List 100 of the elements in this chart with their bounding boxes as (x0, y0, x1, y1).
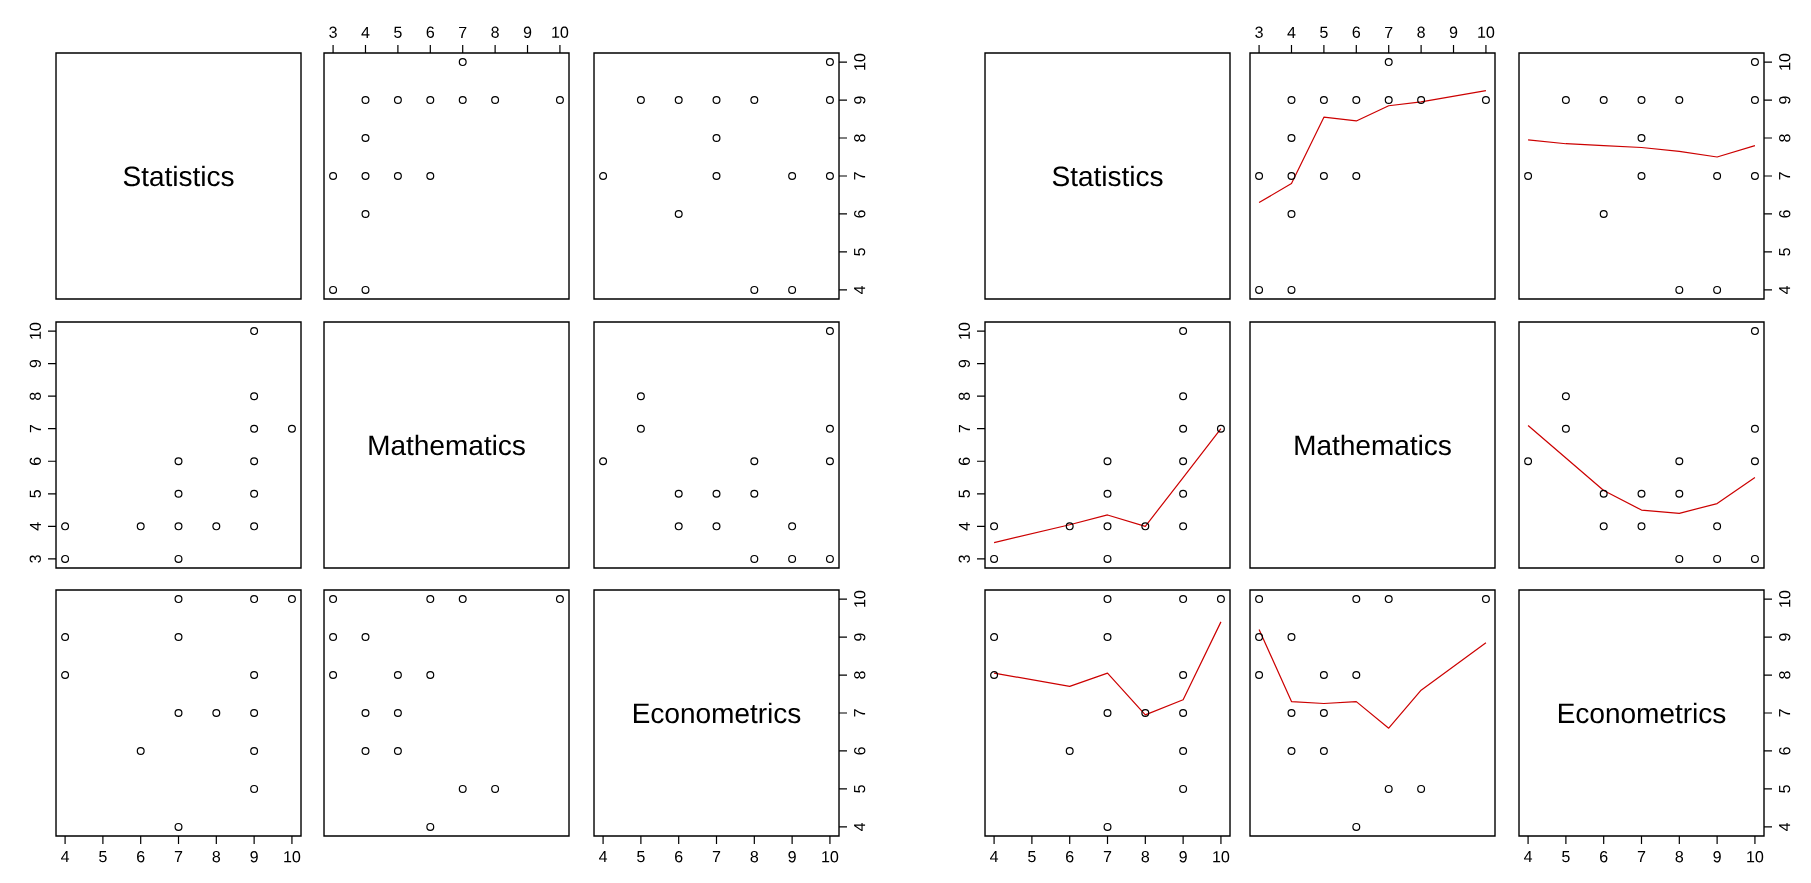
point (1255, 595, 1264, 604)
y-tick-label: 4 (958, 522, 970, 531)
y-tick-label: 8 (29, 392, 41, 400)
point (250, 457, 259, 466)
point (1750, 457, 1759, 466)
point (1675, 285, 1684, 294)
point (1179, 595, 1188, 604)
point (555, 96, 564, 105)
point (250, 327, 259, 336)
x-tick-label: 7 (712, 851, 721, 863)
point (1179, 424, 1188, 433)
point (750, 96, 759, 105)
point (1179, 327, 1188, 336)
point (1255, 671, 1264, 680)
point (458, 595, 467, 604)
x-tick-label: 6 (1066, 851, 1074, 863)
x-tick-label: 6 (675, 851, 683, 863)
point (636, 96, 645, 105)
point (361, 209, 370, 218)
point (712, 171, 721, 180)
x-tick-label: 10 (822, 851, 839, 863)
point (1599, 522, 1608, 531)
point (491, 96, 500, 105)
y-tick-label: 9 (1779, 633, 1791, 641)
y-tick-label: 9 (958, 359, 970, 368)
x-tick-label: 5 (637, 851, 645, 863)
y-tick-label: 3 (958, 555, 970, 563)
point (825, 424, 834, 433)
point (1319, 708, 1328, 717)
y-tick-label: 10 (1779, 590, 1791, 607)
point (136, 522, 145, 531)
point (674, 96, 683, 105)
point (1352, 671, 1361, 680)
point (1179, 489, 1188, 498)
point (250, 784, 259, 793)
text: Statistics (123, 165, 234, 187)
y-tick-label: 5 (854, 785, 866, 793)
point (491, 784, 500, 793)
point (361, 285, 370, 294)
y-tick-label: 10 (29, 322, 41, 339)
x-tick-label: 10 (1747, 851, 1764, 863)
point (1103, 595, 1112, 604)
point (250, 708, 259, 717)
point (426, 595, 435, 604)
x-tick-label: 9 (1449, 26, 1458, 38)
point (1637, 96, 1646, 105)
point (1637, 489, 1646, 498)
point (636, 392, 645, 401)
point (1750, 58, 1759, 67)
y-tick-label: 8 (854, 134, 866, 142)
point (1287, 96, 1296, 105)
x-tick-label: 4 (990, 851, 999, 863)
point (1352, 96, 1361, 105)
point (788, 285, 797, 294)
point (1561, 424, 1570, 433)
point (1287, 633, 1296, 642)
point (1287, 708, 1296, 717)
x-tick-label: 6 (1600, 851, 1608, 863)
point (1319, 96, 1328, 105)
point (458, 96, 467, 105)
point (329, 595, 338, 604)
point (990, 554, 999, 563)
point (250, 522, 259, 531)
point (1103, 554, 1112, 563)
point (1141, 708, 1150, 717)
point (1384, 58, 1393, 67)
point (1216, 424, 1225, 433)
point (1750, 424, 1759, 433)
point (636, 424, 645, 433)
y-tick-label: 6 (854, 210, 866, 218)
y-tick-label: 4 (1779, 822, 1791, 831)
point (712, 489, 721, 498)
x-tick-label: 9 (1179, 851, 1187, 863)
point (250, 424, 259, 433)
point (1384, 784, 1393, 793)
point (329, 171, 338, 180)
point (1637, 522, 1646, 531)
point (250, 746, 259, 755)
point (1524, 171, 1533, 180)
point (1287, 746, 1296, 755)
point (1637, 134, 1646, 143)
y-tick-label: 10 (854, 590, 866, 607)
x-tick-label: 10 (552, 26, 569, 38)
y-tick-label: 6 (1779, 210, 1791, 218)
point (825, 58, 834, 67)
point (1179, 746, 1188, 755)
y-tick-label: 8 (1779, 134, 1791, 142)
x-tick-label: 6 (426, 26, 435, 38)
point (1599, 489, 1608, 498)
point (426, 671, 435, 680)
text: Statistics (1052, 165, 1163, 187)
x-tick-label: 7 (174, 851, 183, 863)
point (1599, 209, 1608, 218)
point (750, 285, 759, 294)
y-tick-label: 7 (1779, 709, 1791, 717)
point (1141, 522, 1150, 531)
point (329, 671, 338, 680)
point (1481, 595, 1490, 604)
point (1179, 708, 1188, 717)
point (329, 285, 338, 294)
